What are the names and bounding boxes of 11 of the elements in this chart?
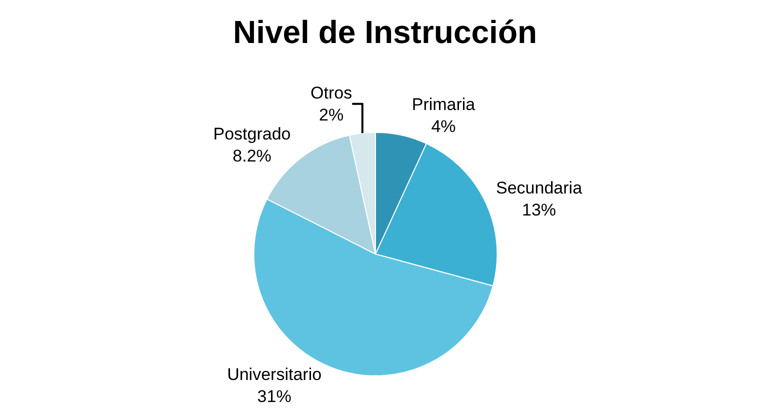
slice-label: Otros: [310, 83, 352, 102]
slice-label: Postgrado: [213, 124, 291, 144]
data-label: 2%: [319, 105, 344, 124]
slice-label: Universitario: [227, 365, 322, 384]
slice-label: Secundaria: [496, 178, 583, 198]
data-label: 31%: [257, 387, 292, 406]
data-label: 8.2%: [232, 146, 272, 166]
data-label: 4%: [431, 117, 456, 136]
chart-title: Nivel de Instrucción: [232, 14, 538, 50]
data-label: 13%: [522, 200, 556, 220]
slice-label: Primaria: [412, 95, 476, 114]
